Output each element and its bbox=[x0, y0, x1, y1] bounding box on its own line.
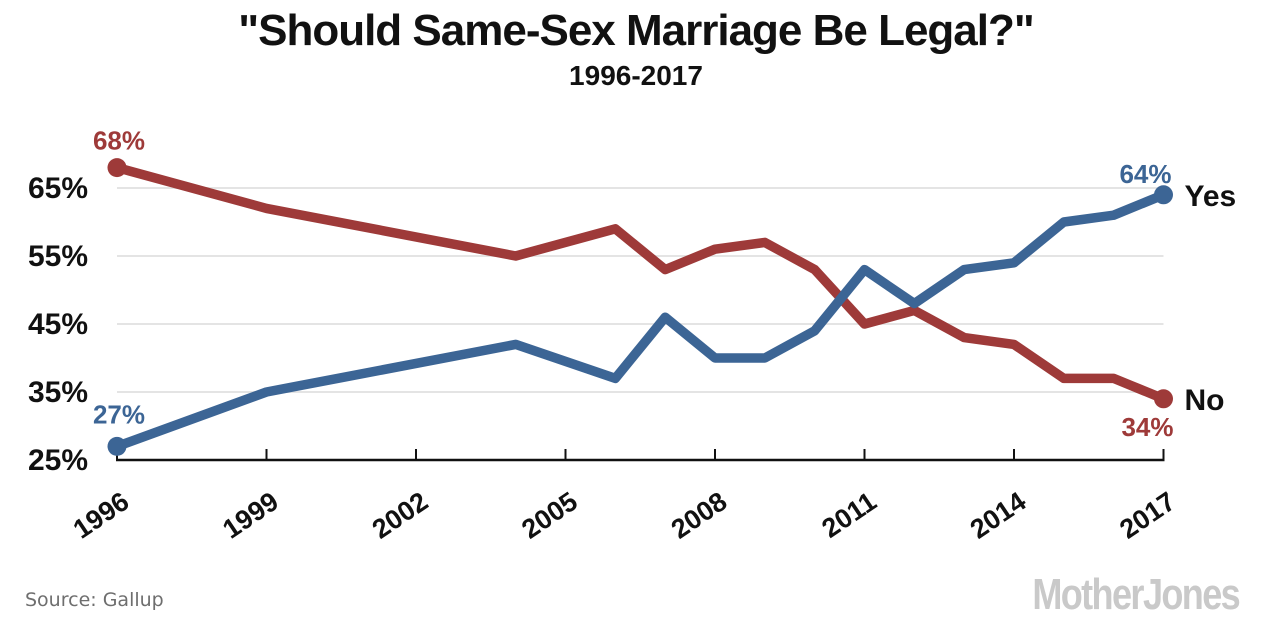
series-line-no bbox=[115, 163, 1166, 404]
start-value-label: 68% bbox=[93, 126, 145, 156]
end-dot-no bbox=[1154, 389, 1173, 409]
y-tick-label: 55% bbox=[28, 240, 88, 273]
chart-title: "Should Same-Sex Marriage Be Legal?" bbox=[238, 6, 1035, 55]
end-dot-yes bbox=[1154, 185, 1173, 205]
y-tick-label: 65% bbox=[28, 172, 88, 205]
series-name-label: Yes bbox=[1185, 180, 1237, 213]
series-line-yes bbox=[115, 190, 1166, 451]
x-tick-label: 2008 bbox=[666, 486, 733, 544]
x-tick-label: 1999 bbox=[217, 486, 284, 544]
start-dot-yes bbox=[107, 436, 127, 456]
y-tick-label: 35% bbox=[28, 376, 88, 409]
series-name-label: No bbox=[1185, 384, 1225, 417]
source-label: Source: Gallup bbox=[25, 589, 164, 611]
motherjones-logo: Mother Jones bbox=[1032, 570, 1240, 619]
x-tick-label: 2002 bbox=[367, 486, 434, 544]
x-tick-label: 2014 bbox=[965, 486, 1032, 544]
start-value-label: 27% bbox=[93, 399, 145, 429]
chart-subtitle: 1996-2017 bbox=[569, 60, 703, 91]
end-value-label: 64% bbox=[1119, 159, 1171, 189]
x-tick-label: 2017 bbox=[1114, 486, 1181, 544]
x-tick-label: 2005 bbox=[516, 486, 583, 544]
x-tick-label: 2011 bbox=[817, 486, 882, 544]
y-tick-label: 45% bbox=[28, 308, 88, 341]
start-dot-no bbox=[107, 158, 127, 178]
x-tick-label: 1996 bbox=[68, 486, 135, 544]
y-tick-label: 25% bbox=[28, 444, 88, 477]
end-value-label: 34% bbox=[1121, 412, 1173, 442]
